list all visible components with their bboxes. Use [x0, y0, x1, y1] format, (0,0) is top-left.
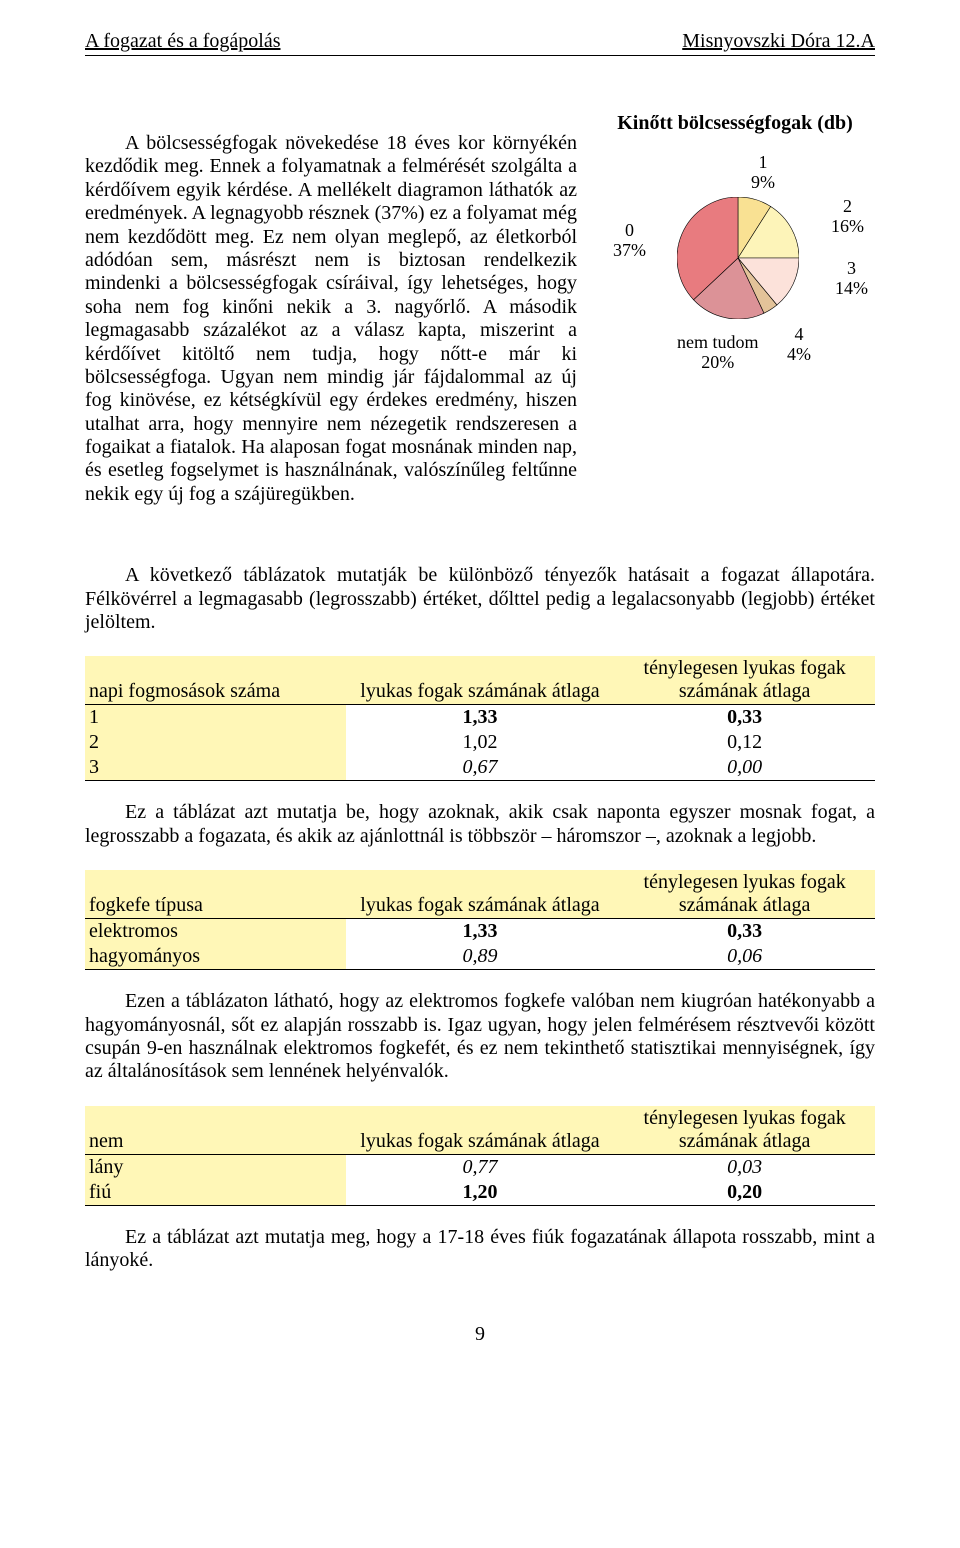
header-left: A fogazat és a fogápolás [85, 30, 280, 53]
pie-label: 216% [831, 197, 864, 237]
table-cell: 1,02 [346, 730, 615, 755]
pie-label: 19% [751, 153, 775, 193]
page-header: A fogazat és a fogápolás Misnyovszki Dór… [85, 30, 875, 56]
table-row: 21,020,12 [85, 730, 875, 755]
table-cell: lány [85, 1154, 346, 1180]
table-caption: Ez a táblázat azt mutatja meg, hogy a 17… [85, 1226, 875, 1273]
data-table: napi fogmosások számalyukas fogak számán… [85, 656, 875, 781]
tables-intro-text: A következő táblázatok mutatják be külön… [85, 564, 875, 634]
table-row: elektromos1,330,33 [85, 919, 875, 945]
table-cell: 0,00 [614, 755, 875, 781]
page: A fogazat és a fogápolás Misnyovszki Dór… [0, 0, 960, 1386]
tables-container: napi fogmosások számalyukas fogak számán… [85, 656, 875, 1272]
pie-chart: 19% 216% 314% 44% nem tudom20% 037% [595, 149, 875, 385]
table-cell: 0,77 [346, 1154, 615, 1180]
table-cell: 0,33 [614, 919, 875, 945]
table-header: lyukas fogak számának átlaga [346, 656, 615, 705]
data-table: nemlyukas fogak számának átlagatényleges… [85, 1106, 875, 1206]
table-cell: 1,20 [346, 1180, 615, 1206]
table-row: 11,330,33 [85, 705, 875, 731]
table-header: fogkefe típusa [85, 870, 346, 919]
page-number: 9 [85, 1323, 875, 1346]
table-caption-text: Ez a táblázat azt mutatja be, hogy azokn… [85, 801, 875, 848]
table-cell: fiú [85, 1180, 346, 1206]
table-header: nem [85, 1106, 346, 1155]
body-paragraph: A bölcsességfogak növekedése 18 éves kor… [85, 132, 577, 506]
table-cell: 0,33 [614, 705, 875, 731]
data-table: fogkefe típusalyukas fogak számának átla… [85, 870, 875, 970]
table-cell: 0,06 [614, 944, 875, 970]
table-cell: 0,03 [614, 1154, 875, 1180]
table-header: lyukas fogak számának átlaga [346, 1106, 615, 1155]
table-caption-text: Ez a táblázat azt mutatja meg, hogy a 17… [85, 1226, 875, 1273]
chart-title: Kinőtt bölcsességfogak (db) [595, 112, 875, 135]
table-cell: 0,89 [346, 944, 615, 970]
table-header: napi fogmosások száma [85, 656, 346, 705]
table-cell: 0,20 [614, 1180, 875, 1206]
tables-intro: A következő táblázatok mutatják be külön… [85, 564, 875, 634]
table-cell: elektromos [85, 919, 346, 945]
table-row: fiú1,200,20 [85, 1180, 875, 1206]
table-caption: Ezen a táblázaton látható, hogy az elekt… [85, 990, 875, 1084]
table-row: lány0,770,03 [85, 1154, 875, 1180]
header-right: Misnyovszki Dóra 12.A [682, 30, 875, 53]
pie-label: nem tudom20% [677, 333, 759, 373]
table-cell: hagyományos [85, 944, 346, 970]
pie-chart-column: Kinőtt bölcsességfogak (db) 19% 216% 314% 4… [595, 112, 875, 526]
table-header: ténylegesen lyukas fogakszámának átlaga [614, 870, 875, 919]
table-cell: 1 [85, 705, 346, 731]
table-cell: 0,12 [614, 730, 875, 755]
pie-label: 44% [787, 325, 811, 365]
table-cell: 3 [85, 755, 346, 781]
two-column-section: A bölcsességfogak növekedése 18 éves kor… [85, 112, 875, 526]
table-caption-text: Ezen a táblázaton látható, hogy az elekt… [85, 990, 875, 1084]
table-header: lyukas fogak számának átlaga [346, 870, 615, 919]
pie-label: 314% [835, 259, 868, 299]
table-row: hagyományos0,890,06 [85, 944, 875, 970]
table-header: ténylegesen lyukas fogakszámának átlaga [614, 656, 875, 705]
table-cell: 0,67 [346, 755, 615, 781]
table-cell: 2 [85, 730, 346, 755]
table-row: 30,670,00 [85, 755, 875, 781]
pie-label: 037% [613, 221, 646, 261]
table-cell: 1,33 [346, 705, 615, 731]
table-cell: 1,33 [346, 919, 615, 945]
body-paragraph-column: A bölcsességfogak növekedése 18 éves kor… [85, 112, 577, 526]
table-caption: Ez a táblázat azt mutatja be, hogy azokn… [85, 801, 875, 848]
table-header: ténylegesen lyukas fogakszámának átlaga [614, 1106, 875, 1155]
